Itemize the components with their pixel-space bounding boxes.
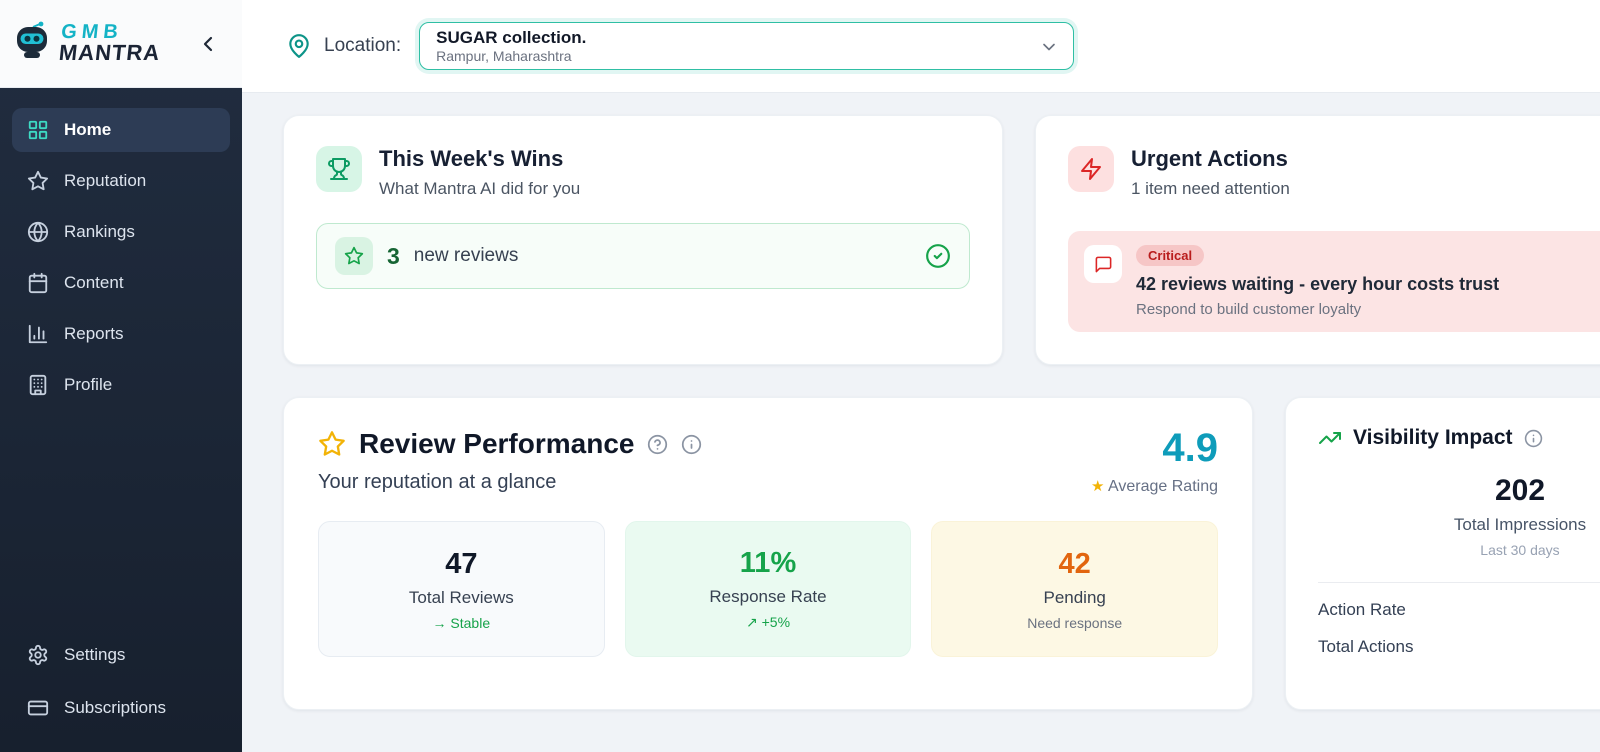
sidebar-item-rankings[interactable]: Rankings <box>12 210 230 254</box>
gear-icon <box>27 644 49 666</box>
card-title: Review Performance <box>359 428 635 459</box>
sidebar-item-content[interactable]: Content <box>12 261 230 305</box>
stat-label: Pending <box>1043 587 1106 607</box>
location-name: SUGAR collection. <box>436 27 587 47</box>
sidebar-item-settings[interactable]: Settings <box>12 633 230 677</box>
sidebar-item-reputation[interactable]: Reputation <box>12 159 230 203</box>
weekly-wins-header: This Week's Wins What Mantra AI did for … <box>316 146 970 199</box>
location-label: Location: <box>324 35 402 56</box>
card-subtitle: 1 item need attention <box>1131 179 1290 198</box>
sidebar-item-home[interactable]: Home <box>12 108 230 152</box>
card-subtitle: Your reputation at a glance <box>318 471 557 493</box>
divider <box>1318 582 1600 583</box>
trending-up-icon <box>1318 426 1342 450</box>
impressions-label: Total Impressions <box>1453 515 1587 534</box>
help-circle-icon[interactable] <box>647 434 668 455</box>
new-reviews-count: 3 <box>387 242 400 269</box>
stat-value: 11% <box>739 547 797 579</box>
card-subtitle: What Mantra AI did for you <box>379 179 581 198</box>
card-title: Urgent Actions <box>1131 146 1288 171</box>
logo-line2: MANTRA <box>57 40 162 66</box>
sidebar-footer: Settings Subscriptions <box>0 621 242 752</box>
lightning-icon <box>1068 146 1114 192</box>
location-select[interactable]: SUGAR collection. Rampur, Maharashtra <box>419 22 1075 70</box>
urgent-actions-header: Urgent Actions 1 item need attention <box>1068 146 1600 199</box>
star-emoji-icon: ★ <box>1090 478 1105 495</box>
urgent-actions-card: Urgent Actions 1 item need attention Cri… <box>1035 115 1600 365</box>
map-pin-icon <box>286 33 312 59</box>
bar-chart-icon <box>27 323 49 345</box>
review-performance-header: Review Performance Your reputation at a … <box>318 428 1218 496</box>
message-square-icon <box>1084 245 1122 283</box>
sidebar-item-label: Rankings <box>64 222 135 241</box>
impressions-period: Last 30 days <box>1480 542 1560 558</box>
impressions-stat: 202 Total Impressions Last 30 days <box>1318 474 1600 558</box>
info-icon[interactable] <box>1524 429 1543 448</box>
review-performance-card: Review Performance Your reputation at a … <box>283 397 1253 710</box>
grid-icon <box>27 119 49 141</box>
sidebar-item-label: Content <box>64 273 124 292</box>
robot-mascot-icon <box>12 21 52 66</box>
chevron-down-icon <box>1039 37 1059 57</box>
alert-submessage: Respond to build customer loyalty <box>1136 301 1362 318</box>
visibility-impact-card: Visibility Impact 202 Total Impressions … <box>1285 397 1600 710</box>
logo: GMB MANTRA <box>57 21 164 66</box>
stat-label: Total Reviews <box>408 587 514 607</box>
building-icon <box>27 374 49 396</box>
sidebar-item-label: Reports <box>64 324 124 343</box>
average-rating-block: 4.9 ★ Average Rating <box>1091 428 1218 496</box>
star-badge-icon <box>335 237 373 275</box>
visibility-impact-header: Visibility Impact <box>1318 426 1600 450</box>
total-reviews-stat: 47 Total Reviews → Stable <box>318 521 605 657</box>
stat-label: Response Rate <box>709 587 827 606</box>
stat-trend: ↗ +5% <box>745 614 791 630</box>
globe-icon <box>27 221 49 243</box>
average-rating-value: 4.9 <box>1162 426 1218 470</box>
sidebar-item-profile[interactable]: Profile <box>12 363 230 407</box>
check-circle-icon <box>925 243 951 269</box>
average-rating-label: ★ Average Rating <box>1090 478 1218 495</box>
sidebar-item-reports[interactable]: Reports <box>12 312 230 356</box>
sidebar-item-label: Reputation <box>64 171 147 190</box>
total-actions-row: Total Actions <box>1318 637 1414 656</box>
main-content: This Week's Wins What Mantra AI did for … <box>242 93 1600 752</box>
card-title: Visibility Impact <box>1353 426 1513 449</box>
star-icon <box>27 170 49 192</box>
sidebar-item-label: Profile <box>64 375 113 394</box>
sidebar-item-label: Subscriptions <box>64 698 167 717</box>
stat-trend: → Stable <box>432 614 491 631</box>
sidebar-item-label: Settings <box>64 645 126 664</box>
stat-trend: Need response <box>1027 614 1123 631</box>
response-rate-stat: 11% Response Rate ↗ +5% <box>624 521 912 657</box>
critical-alert[interactable]: Critical 42 reviews waiting - every hour… <box>1068 231 1600 332</box>
alert-message: 42 reviews waiting - every hour costs tr… <box>1136 274 1500 294</box>
sidebar-item-label: Home <box>64 120 112 139</box>
sidebar-nav: Home Reputation Rankings Content <box>0 88 242 621</box>
stat-value: 47 <box>445 547 478 580</box>
new-reviews-highlight[interactable]: 3 new reviews <box>316 223 970 289</box>
trophy-icon <box>316 146 362 192</box>
weekly-wins-card: This Week's Wins What Mantra AI did for … <box>283 115 1003 365</box>
impressions-value: 202 <box>1494 474 1546 507</box>
pending-stat: 42 Pending Need response <box>931 521 1219 657</box>
star-outline-icon <box>318 430 346 458</box>
topbar: Location: SUGAR collection. Rampur, Maha… <box>242 0 1600 93</box>
logo-area: GMB MANTRA <box>0 0 242 88</box>
sidebar: GMB MANTRA Home Reputation <box>0 0 242 752</box>
critical-badge: Critical <box>1136 245 1205 266</box>
new-reviews-label: new reviews <box>413 245 519 266</box>
action-rate-row: Action Rate <box>1318 600 1406 619</box>
location-region: Rampur, Maharashtra <box>436 47 572 64</box>
info-icon[interactable] <box>681 434 702 455</box>
sidebar-collapse-button[interactable] <box>196 32 220 56</box>
credit-card-icon <box>27 697 49 719</box>
stat-value: 42 <box>1058 547 1091 580</box>
review-stats-row: 47 Total Reviews → Stable 11% Response R… <box>318 521 1219 657</box>
calendar-icon <box>27 272 49 294</box>
card-title: This Week's Wins <box>379 146 564 171</box>
sidebar-item-subscriptions[interactable]: Subscriptions <box>12 686 230 730</box>
